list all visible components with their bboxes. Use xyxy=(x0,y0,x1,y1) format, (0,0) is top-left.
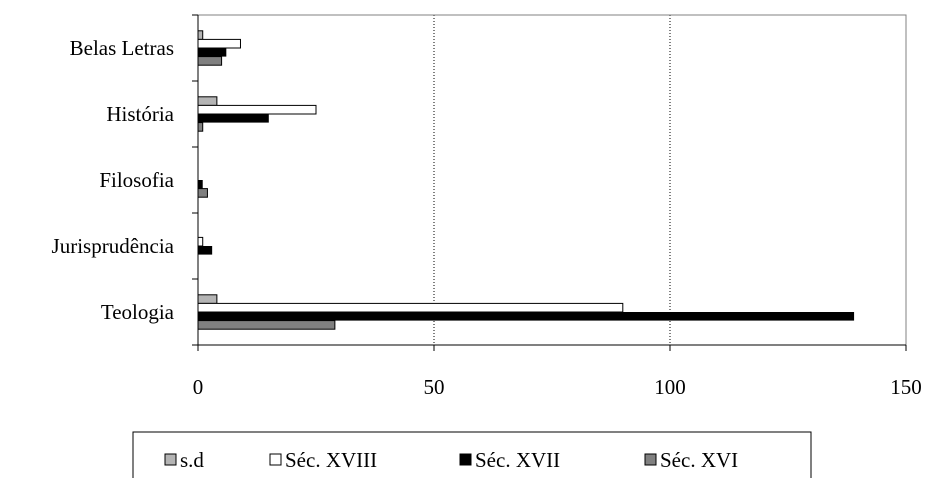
bar xyxy=(198,180,203,189)
bar xyxy=(197,56,223,66)
bar xyxy=(197,302,624,313)
legend-swatch xyxy=(459,453,472,466)
legend-label: Séc. XVIII xyxy=(285,448,377,472)
y-tick-label: Belas Letras xyxy=(70,36,174,60)
legend-label: Séc. XVI xyxy=(660,448,738,472)
x-tick-label: 0 xyxy=(193,375,204,399)
axes xyxy=(192,14,907,351)
bar xyxy=(197,38,241,49)
legend-swatch xyxy=(644,453,657,466)
x-tick-label: 50 xyxy=(424,375,445,399)
bar xyxy=(197,104,317,115)
legend: s.d Séc. XVIII Séc. XVII Séc. XVI xyxy=(132,431,812,478)
grid-lines xyxy=(433,15,671,345)
bar xyxy=(197,320,336,330)
bar xyxy=(198,312,855,321)
bar xyxy=(197,30,204,40)
bar xyxy=(198,246,213,255)
legend-label: Séc. XVII xyxy=(475,448,560,472)
plot-area xyxy=(197,14,907,346)
bar xyxy=(197,96,218,106)
bar xyxy=(197,122,204,132)
legend-box xyxy=(132,431,812,478)
bar xyxy=(197,294,218,304)
x-tick-labels: 0 50 100 150 xyxy=(193,375,922,399)
bars xyxy=(197,30,855,330)
bar xyxy=(198,114,269,123)
y-tick-label: Jurisprudência xyxy=(52,234,175,258)
bar xyxy=(197,236,204,247)
x-tick-label: 150 xyxy=(890,375,922,399)
y-tick-label: História xyxy=(106,102,174,126)
legend-swatch xyxy=(269,453,282,466)
y-tick-label: Teologia xyxy=(101,300,175,324)
bar xyxy=(197,188,208,198)
legend-swatch xyxy=(164,453,177,466)
y-tick-label: Filosofia xyxy=(99,168,174,192)
y-tick-labels: Teologia Jurisprudência Filosofia História B… xyxy=(52,36,175,324)
bar xyxy=(198,48,227,57)
x-tick-label: 100 xyxy=(654,375,686,399)
legend-label: s.d xyxy=(180,448,204,472)
